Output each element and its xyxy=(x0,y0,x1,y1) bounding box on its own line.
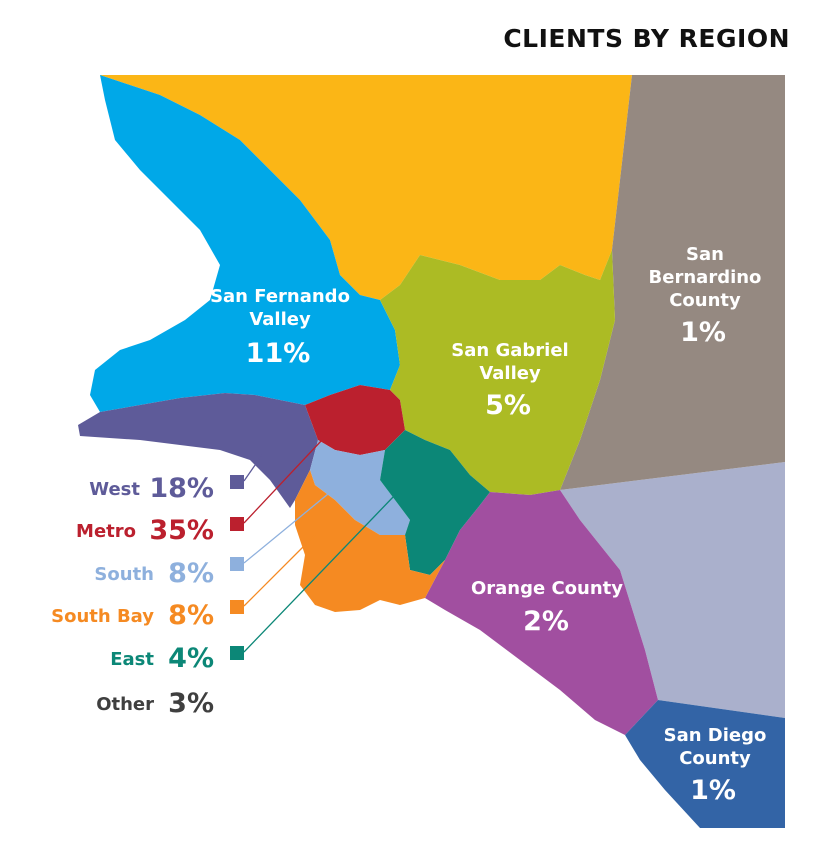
region-percent: 2% xyxy=(523,606,569,637)
legend-item-west: West 18% xyxy=(89,473,244,504)
legend: West 18% Metro 35% South 8% South Bay 8%… xyxy=(51,473,244,719)
region-west[interactable] xyxy=(78,393,318,508)
map-title: CLIENTS BY REGION xyxy=(503,24,790,53)
legend-name: Metro xyxy=(76,521,136,542)
legend-percent: 4% xyxy=(168,643,214,674)
region-name: Valley xyxy=(249,309,311,330)
region-percent: 1% xyxy=(690,775,736,806)
region-percent: 1% xyxy=(680,317,726,348)
region-name: San xyxy=(686,244,724,265)
legend-percent: 3% xyxy=(168,688,214,719)
region-name: Orange County xyxy=(471,578,623,599)
region-san-bernardino[interactable] xyxy=(560,75,785,490)
region-name: Valley xyxy=(479,363,541,384)
region-percent: 11% xyxy=(246,338,311,369)
legend-name: South Bay xyxy=(51,606,154,627)
legend-item-east: East 4% xyxy=(110,643,244,674)
legend-swatch xyxy=(230,475,244,489)
region-east[interactable] xyxy=(380,430,490,575)
label-san-gabriel: San Gabriel Valley 5% xyxy=(451,340,568,421)
region-san-diego[interactable] xyxy=(625,700,785,828)
label-san-diego: San Diego County 1% xyxy=(664,725,767,806)
leader-line-south xyxy=(243,479,346,564)
region-south[interactable] xyxy=(310,440,410,535)
legend-swatch xyxy=(230,517,244,531)
region-metro[interactable] xyxy=(305,385,405,455)
legend-item-other: Other 3% xyxy=(96,688,214,719)
region-name: County xyxy=(679,748,751,769)
region-orange-county[interactable] xyxy=(425,490,658,735)
label-orange-county: Orange County 2% xyxy=(471,578,623,637)
region-percent: 5% xyxy=(485,390,531,421)
region-san-gabriel[interactable] xyxy=(380,250,615,495)
leader-line-south-bay xyxy=(243,529,321,607)
region-south-bay[interactable] xyxy=(295,470,445,612)
legend-swatch xyxy=(230,557,244,571)
label-san-fernando: San Fernando Valley 11% xyxy=(210,286,350,369)
legend-item-south: South 8% xyxy=(94,557,244,589)
region-inland[interactable] xyxy=(560,462,785,718)
legend-swatch xyxy=(230,646,244,660)
legend-item-metro: Metro 35% xyxy=(76,515,244,546)
region-name: County xyxy=(669,290,741,311)
region-name: San Fernando xyxy=(210,286,350,307)
region-name: Bernardino xyxy=(649,267,762,288)
leader-line-metro xyxy=(243,439,323,524)
leader-line-east xyxy=(243,494,396,653)
legend-name: West xyxy=(89,479,140,500)
legend-percent: 8% xyxy=(168,558,214,589)
region-san-fernando[interactable] xyxy=(90,75,400,412)
legend-percent: 35% xyxy=(149,515,214,546)
label-san-bernardino: San Bernardino County 1% xyxy=(649,244,762,348)
region-name: San Diego xyxy=(664,725,767,746)
legend-name: South xyxy=(94,564,154,585)
leader-line-west xyxy=(243,454,263,482)
region-name: San Gabriel xyxy=(451,340,568,361)
legend-swatch xyxy=(230,600,244,614)
legend-item-south-bay: South Bay 8% xyxy=(51,600,244,631)
legend-name: Other xyxy=(96,694,154,715)
legend-percent: 8% xyxy=(168,600,214,631)
region-north-county[interactable] xyxy=(100,75,632,300)
legend-name: East xyxy=(110,649,154,670)
legend-percent: 18% xyxy=(149,473,214,504)
